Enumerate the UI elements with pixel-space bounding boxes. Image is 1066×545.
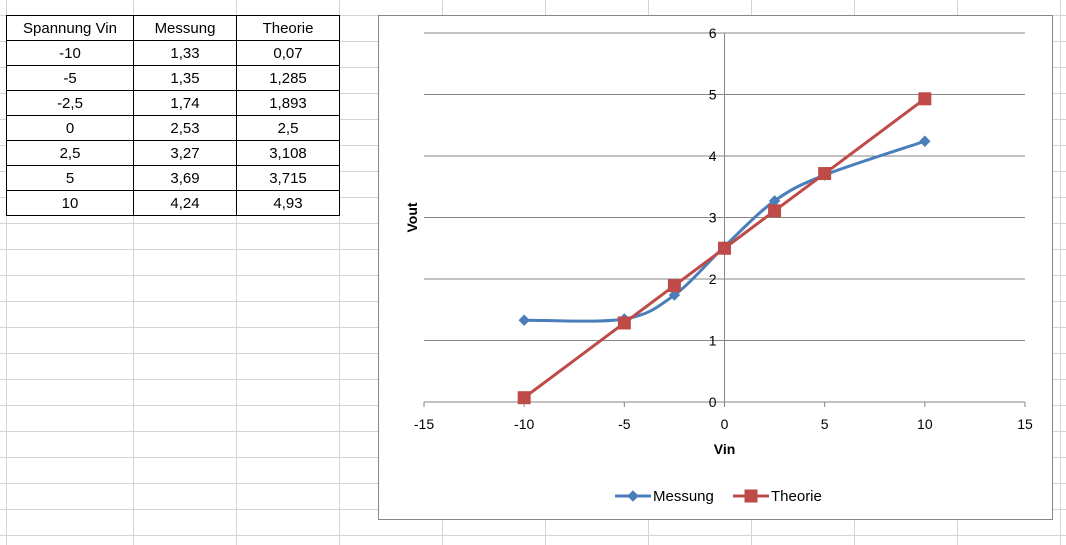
x-tick-label: 5 [821,416,829,432]
table-header-cell[interactable]: Theorie [236,15,340,41]
x-tick-label: -5 [618,416,631,432]
table-cell[interactable]: 4,93 [236,190,340,216]
y-tick-label: 1 [709,333,717,349]
x-tick-label: -15 [414,416,434,432]
legend-label-theorie: Theorie [771,488,822,505]
table-cell[interactable]: 10 [6,190,134,216]
y-tick-label: 0 [709,394,717,410]
table-cell[interactable]: 5 [6,165,134,191]
x-axis-title: Vin [714,441,736,457]
table-header-row: Spannung Vin Messung Theorie [6,15,340,41]
table-header-cell[interactable]: Spannung Vin [6,15,134,41]
data-point-theorie[interactable] [517,391,531,405]
y-tick-label: 3 [709,210,717,226]
data-point-theorie[interactable] [718,241,731,255]
data-point-theorie[interactable] [818,167,832,181]
table-cell[interactable]: 0 [6,115,134,141]
x-tick-label: 10 [917,416,933,432]
x-tick-label: 15 [1017,416,1033,432]
data-point-theorie[interactable] [617,316,631,330]
data-point-messung[interactable] [919,135,931,147]
table-cell[interactable]: 1,285 [236,65,340,91]
y-axis-title: Vout [404,202,420,232]
table-cell[interactable]: 3,69 [133,165,237,191]
table-cell[interactable]: 2,5 [236,115,340,141]
table-row: -5 1,35 1,285 [6,65,340,91]
legend: Messung Theorie [615,488,822,505]
table-cell[interactable]: 3,27 [133,140,237,166]
y-tick-label: 5 [709,87,717,103]
y-tick-label: 2 [709,271,717,287]
data-point-theorie[interactable] [667,279,681,293]
chart-svg: -15 -10 -5 0 5 10 15 0 1 2 3 4 5 6 Vin Vout Messung Theor… [404,25,1033,505]
data-point-theorie[interactable] [918,92,932,106]
x-tick-label: -10 [514,416,534,432]
table-cell[interactable]: -2,5 [6,90,134,116]
data-table: Spannung Vin Messung Theorie -10 1,33 0,07 -5 1… [6,15,340,216]
table-cell[interactable]: 2,53 [133,115,237,141]
table-cell[interactable]: 1,33 [133,40,237,66]
table-row: 0 2,53 2,5 [6,115,340,141]
y-tick-label: 6 [709,25,717,41]
legend-marker-messung[interactable] [627,490,639,502]
y-tick-label: 4 [709,148,717,164]
table-cell[interactable]: 3,715 [236,165,340,191]
table-cell[interactable]: -5 [6,65,134,91]
legend-marker-theorie[interactable] [744,489,758,503]
table-cell[interactable]: 3,108 [236,140,340,166]
table-row: 5 3,69 3,715 [6,165,340,191]
data-point-theorie[interactable] [768,204,782,218]
table-cell[interactable]: 4,24 [133,190,237,216]
data-point-messung[interactable] [518,314,530,326]
table-cell[interactable]: -10 [6,40,134,66]
chart-area[interactable]: -15 -10 -5 0 5 10 15 0 1 2 3 4 5 6 Vin Vout Messung Theor… [378,15,1053,520]
legend-label-messung: Messung [653,488,714,505]
table-cell[interactable]: 1,893 [236,90,340,116]
table-row: 10 4,24 4,93 [6,190,340,216]
table-cell[interactable]: 1,35 [133,65,237,91]
table-cell[interactable]: 1,74 [133,90,237,116]
table-cell[interactable]: 0,07 [236,40,340,66]
table-cell[interactable]: 2,5 [6,140,134,166]
table-header-cell[interactable]: Messung [133,15,237,41]
table-row: -10 1,33 0,07 [6,40,340,66]
table-row: -2,5 1,74 1,893 [6,90,340,116]
table-row: 2,5 3,27 3,108 [6,140,340,166]
x-tick-label: 0 [721,416,729,432]
data-point-messung[interactable] [668,289,681,301]
